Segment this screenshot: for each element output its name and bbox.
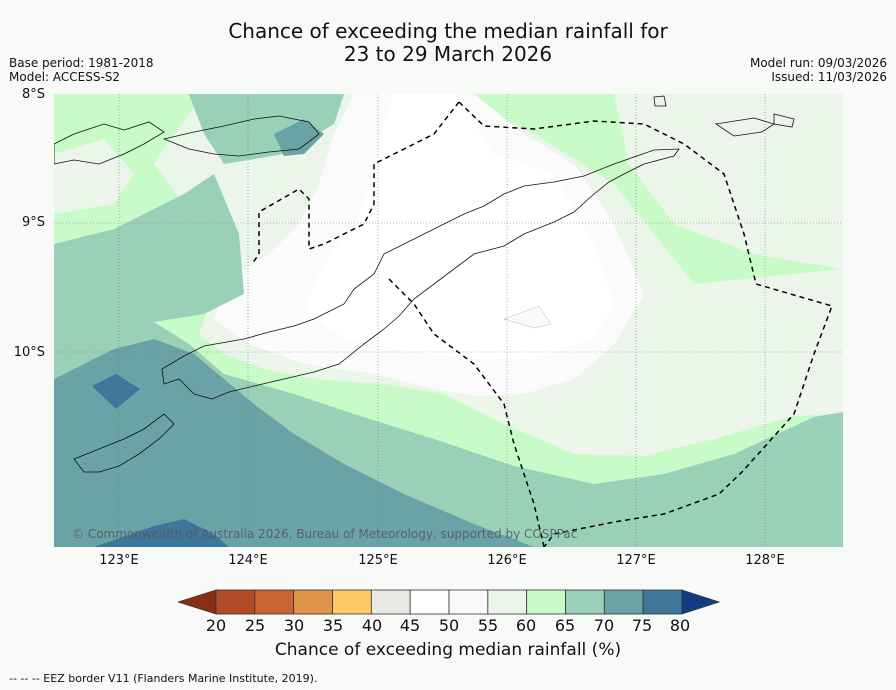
meta-left: Base period: 1981-2018 Model: ACCESS-S2 — [9, 56, 154, 84]
colorbar-cell — [370, 589, 411, 615]
colorbar-cell — [603, 589, 644, 615]
colorbar-tick: 60 — [515, 616, 537, 635]
lat-label-10s: 10°S — [13, 345, 45, 360]
coastline — [54, 95, 795, 473]
colorbar-cell — [254, 589, 295, 615]
contour-75-80-south — [94, 519, 229, 547]
contour-65-70-north — [189, 94, 344, 164]
contour-inner-low — [503, 305, 552, 329]
map-title-line1: Chance of exceeding the median rainfall … — [228, 19, 668, 43]
contour-70-75 — [54, 339, 534, 547]
lat-label-8s: 8°S — [21, 87, 45, 102]
colorbar-cell — [293, 589, 333, 615]
colorbar-cell — [642, 589, 683, 615]
island-small-2 — [773, 113, 795, 128]
lon-label-125e: 125°E — [358, 553, 398, 568]
colorbar-cell — [487, 589, 528, 615]
colorbar-tick: 40 — [361, 616, 383, 635]
colorbar-tick: 75 — [631, 616, 653, 635]
colorbar — [178, 589, 720, 615]
flores-coast — [162, 115, 320, 157]
colorbar-tick: 20 — [205, 616, 227, 635]
eez-border-inner — [388, 278, 545, 547]
base-period-label: Base period: 1981-2018 — [9, 56, 154, 70]
lon-label-127e: 127°E — [616, 553, 656, 568]
eez-border-line — [458, 101, 833, 547]
colorbar-cell — [409, 589, 450, 615]
rote-island-coast — [73, 413, 175, 473]
issued-label: Issued: 11/03/2026 — [771, 70, 887, 84]
meta-right: Model run: 09/03/2026 Issued: 11/03/2026 — [750, 56, 887, 84]
lat-label-9s: 9°S — [21, 215, 45, 230]
wetar-coast — [714, 117, 775, 137]
eez-border-west — [251, 101, 460, 265]
colorbar-tick: 80 — [669, 616, 691, 635]
copyright-notice: © Commonwealth of Australia 2026, Bureau… — [72, 527, 578, 541]
lon-label-124e: 124°E — [228, 553, 268, 568]
colorbar-cell — [332, 589, 372, 615]
colorbar-cell — [565, 589, 605, 615]
lon-label-128e: 128°E — [745, 553, 785, 568]
island-small-1 — [653, 95, 667, 107]
colorbar-tick: 50 — [438, 616, 460, 635]
colorbar-cell — [448, 589, 489, 615]
colorbar-extend-high — [681, 589, 720, 615]
colorbar-extend-low — [178, 589, 217, 615]
colorbar-tick: 30 — [283, 616, 305, 635]
map-title-line2: 23 to 29 March 2026 — [343, 42, 553, 66]
colorbar-cell — [215, 589, 256, 615]
colorbar-tick: 65 — [554, 616, 576, 635]
colorbar-label: Chance of exceeding median rainfall (%) — [274, 640, 622, 660]
contour-75-80 — [92, 374, 140, 409]
lon-label-126e: 126°E — [487, 553, 527, 568]
colorbar-tick: 70 — [593, 616, 615, 635]
rainfall-map — [54, 94, 843, 547]
alor-coast — [54, 121, 165, 165]
eez-legend-footnote: -- -- -- EEZ border V11 (Flanders Marine… — [9, 672, 318, 685]
model-label: Model: ACCESS-S2 — [9, 70, 121, 84]
lon-label-123e: 123°E — [99, 553, 139, 568]
contour-70-75-north — [274, 119, 324, 156]
colorbar-tick: 25 — [244, 616, 266, 635]
graticule — [54, 94, 843, 547]
timor-coast — [161, 148, 680, 400]
colorbar-tick: 55 — [477, 616, 499, 635]
colorbar-cell — [526, 589, 566, 615]
colorbar-tick: 35 — [322, 616, 344, 635]
colorbar-tick: 45 — [399, 616, 421, 635]
model-run-label: Model run: 09/03/2026 — [749, 56, 887, 70]
colorbar-cells — [178, 589, 720, 615]
